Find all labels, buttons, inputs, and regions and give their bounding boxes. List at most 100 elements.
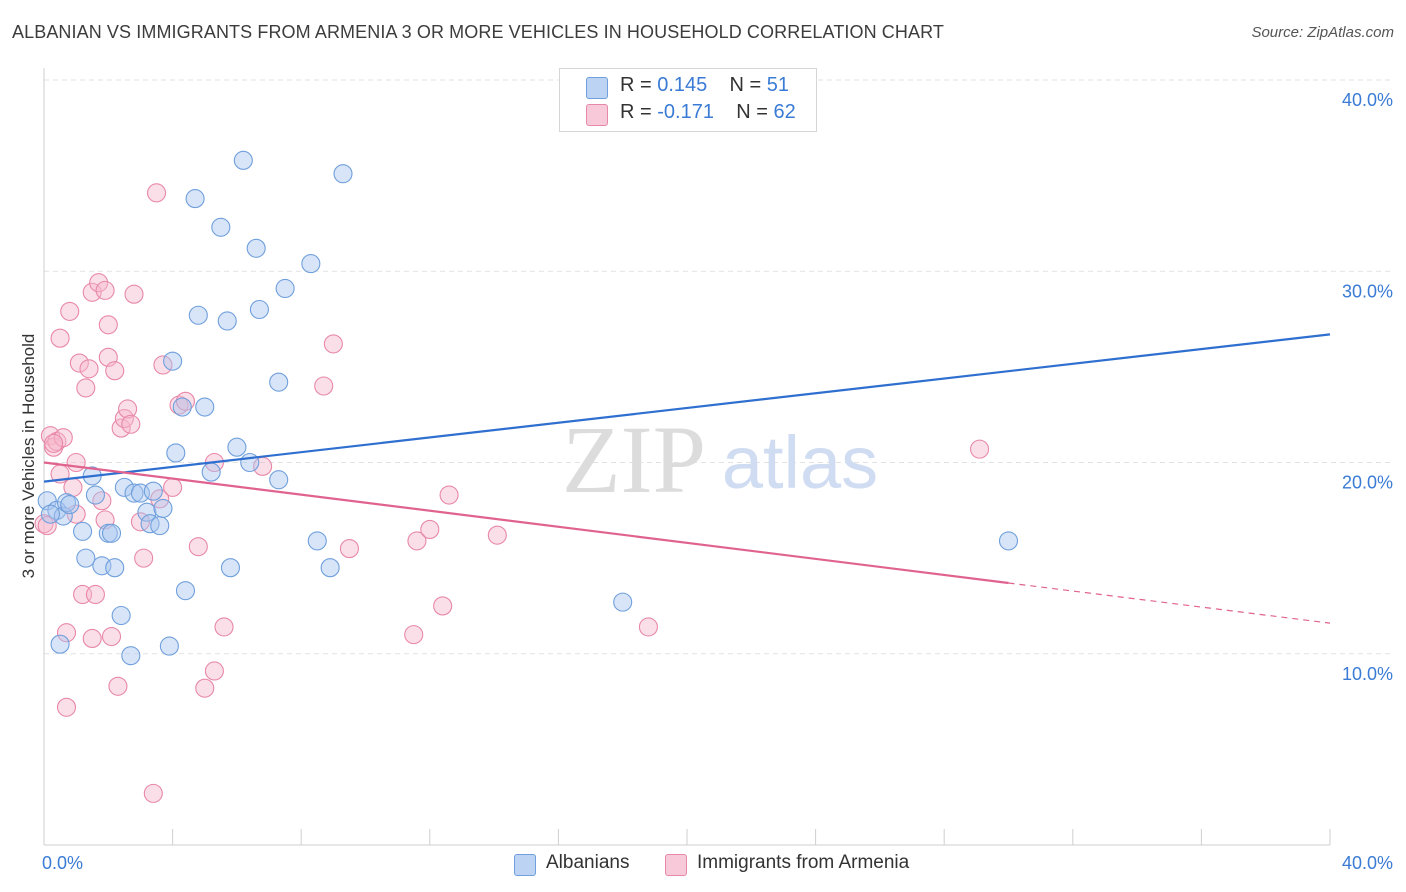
legend-n-label: N =	[736, 101, 768, 123]
bottom-legend-label: Albanians	[546, 852, 630, 873]
watermark-zip: ZIP	[562, 406, 706, 513]
albanian-point	[220, 558, 241, 578]
armenia-point	[134, 548, 154, 568]
albanian-point	[227, 437, 247, 457]
armenia-point	[56, 697, 77, 717]
albanian-point	[121, 646, 141, 666]
albanian-point	[85, 485, 105, 505]
chart-title: ALBANIAN VS IMMIGRANTS FROM ARMENIA 3 OR…	[12, 22, 944, 42]
armenia-trend-line	[43, 461, 1009, 585]
armenia-point	[130, 512, 150, 532]
watermark-atlas: atlas	[722, 421, 878, 504]
armenia-point	[118, 399, 138, 419]
armenia-point	[339, 539, 359, 559]
albanian-point	[163, 351, 183, 371]
albanian-point	[153, 498, 173, 518]
x-tick-label: 40.0%	[1342, 853, 1393, 873]
albanian-point	[40, 504, 60, 524]
armenia-point	[76, 378, 96, 398]
armenia-point	[34, 514, 54, 534]
chart-source: Source: ZipAtlas.com	[1251, 24, 1394, 41]
armenia-point	[60, 301, 80, 321]
albanian-point	[73, 521, 93, 541]
legend-n-value: 51	[766, 74, 790, 96]
albanian-point	[56, 493, 77, 513]
legend-n-value: 62	[773, 101, 796, 123]
armenia-point	[195, 678, 215, 698]
armenia-point	[163, 477, 183, 497]
armenia-point	[44, 433, 64, 453]
albanian-point	[333, 164, 353, 184]
albanian-trend-line	[43, 333, 1331, 483]
armenia-point	[85, 584, 105, 605]
armenia-point	[146, 183, 167, 203]
trend-lines	[43, 333, 1331, 624]
armenia-point	[53, 428, 73, 448]
albanian-point	[50, 634, 70, 654]
legend-n-label: N =	[729, 74, 762, 96]
y-tick-label: 10.0%	[1342, 664, 1393, 684]
armenia-point	[121, 414, 141, 434]
tick-labels: 10.0% 20.0% 30.0% 40.0% 0.0% 40.0%	[42, 90, 1393, 873]
albanian-point	[175, 581, 196, 601]
armenia-point	[188, 537, 208, 557]
albanian-point	[76, 548, 96, 568]
albanian-point	[269, 372, 289, 392]
armenia-point	[175, 391, 196, 411]
armenia-point	[433, 596, 453, 616]
albanian-point	[301, 254, 321, 274]
armenia-point	[56, 623, 77, 643]
albanian-point	[172, 397, 192, 417]
armenia-point	[108, 676, 128, 696]
y-tick-label: 40.0%	[1342, 90, 1393, 110]
legend-r-label: R =	[620, 74, 652, 96]
armenia-point	[214, 617, 234, 637]
albanian-point	[269, 470, 289, 490]
armenia-point	[404, 625, 424, 645]
armenia-point	[143, 783, 163, 803]
albanian-point	[320, 558, 340, 578]
legend-text-armenia: R = -0.171 N = 62	[620, 101, 796, 124]
armenia-point	[95, 280, 115, 300]
armenia-point	[105, 361, 125, 381]
armenia-point	[323, 334, 343, 354]
y-tick-label: 30.0%	[1342, 281, 1393, 301]
legend-swatch-blue	[514, 854, 536, 876]
albanian-point	[166, 443, 186, 463]
albanian-point	[143, 481, 163, 501]
armenia-point	[314, 376, 334, 396]
albanian-point	[150, 516, 170, 536]
legend-r-label: R =	[620, 101, 652, 123]
armenia-point	[69, 353, 89, 373]
y-axis-label: 3 or more Vehicles in Household	[19, 334, 38, 579]
albanian-point	[105, 558, 125, 578]
legend-swatch-pink	[665, 854, 687, 876]
albanian-point	[240, 452, 260, 473]
legend-swatch-blue	[586, 77, 608, 99]
armenia-trend-extension	[1008, 582, 1331, 624]
albanian-point	[201, 462, 221, 482]
albanian-point	[111, 605, 131, 626]
albanian-point	[998, 531, 1019, 551]
armenia-point	[50, 328, 70, 348]
albanian-point	[233, 150, 253, 170]
armenia-point	[407, 531, 427, 551]
albanian-point	[211, 217, 231, 237]
armenia-point	[82, 628, 102, 649]
armenia-point	[66, 452, 86, 473]
albanian-point	[159, 636, 179, 656]
armenia-point	[204, 661, 224, 681]
x-tick-label: 0.0%	[42, 853, 83, 873]
correlation-legend: R = 0.145 N = 51 R = -0.171 N = 62	[559, 68, 817, 132]
armenia-point	[153, 355, 173, 375]
armenia-point	[487, 525, 507, 545]
armenia-point	[638, 617, 658, 637]
albanian-point	[60, 495, 80, 515]
axes	[43, 68, 1331, 846]
albanian-point	[185, 189, 205, 209]
bottom-legend-label: Immigrants from Armenia	[697, 852, 910, 873]
albanian-points	[37, 150, 1019, 666]
y-tick-label: 20.0%	[1342, 473, 1393, 493]
albanian-point	[613, 592, 633, 612]
